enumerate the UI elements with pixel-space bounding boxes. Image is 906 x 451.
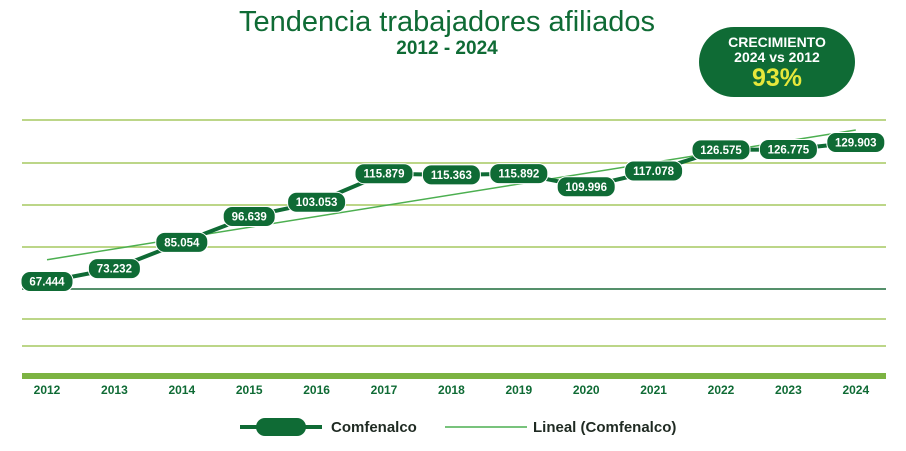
x-tick-label: 2019 (505, 383, 532, 397)
x-tick-label: 2017 (371, 383, 398, 397)
x-tick-label: 2023 (775, 383, 802, 397)
data-point (155, 231, 209, 253)
data-point (758, 138, 818, 160)
data-point (624, 160, 684, 182)
badge-period: 2024 vs 2012 (734, 49, 820, 65)
data-label: 115.363 (431, 170, 472, 182)
data-point (287, 191, 347, 213)
x-tick-label: 2012 (34, 383, 61, 397)
data-point (87, 258, 141, 280)
gridlines (22, 119, 886, 379)
data-label: 115.892 (498, 169, 539, 181)
growth-badge: CRECIMIENTO 2024 vs 2012 93% (699, 27, 855, 97)
legend-marker-comfenalco (256, 418, 306, 436)
data-label: 96.639 (232, 212, 267, 224)
x-tick-label: 2021 (640, 383, 667, 397)
x-tick-label: 2015 (236, 383, 263, 397)
data-point (421, 164, 481, 186)
legend-label-lineal: Lineal (Comfenalco) (533, 419, 676, 436)
legend-label-comfenalco: Comfenalco (331, 419, 417, 436)
data-label: 103.053 (296, 197, 338, 209)
data-label: 109.996 (565, 182, 607, 194)
data-label: 115.879 (364, 169, 405, 181)
data-label: 129.903 (835, 137, 877, 149)
data-label: 73.232 (97, 264, 132, 276)
badge-label: CRECIMIENTO (728, 34, 826, 50)
x-tick-label: 2013 (101, 383, 128, 397)
data-point (20, 271, 74, 293)
chart-title: Tendencia trabajadores afiliados (239, 6, 655, 38)
data-label: 117.078 (633, 166, 675, 178)
data-point (691, 139, 751, 161)
data-point (489, 163, 549, 185)
data-point (556, 176, 616, 198)
data-label: 67.444 (29, 277, 65, 289)
x-tick-label: 2024 (842, 383, 869, 397)
x-tick-label: 2016 (303, 383, 330, 397)
chart-subtitle: 2012 - 2024 (396, 38, 498, 59)
data-label: 126.575 (700, 145, 742, 157)
x-tick-label: 2022 (708, 383, 735, 397)
data-point (354, 163, 414, 185)
x-tick-label: 2018 (438, 383, 465, 397)
data-label: 85.054 (164, 237, 200, 249)
data-label: 126.775 (768, 144, 810, 156)
badge-value: 93% (751, 64, 803, 92)
data-point (222, 206, 276, 228)
data-point (826, 131, 886, 153)
legend: Comfenalco Lineal (Comfenalco) (240, 418, 676, 436)
x-tick-label: 2014 (168, 383, 195, 397)
x-tick-label: 2020 (573, 383, 600, 397)
